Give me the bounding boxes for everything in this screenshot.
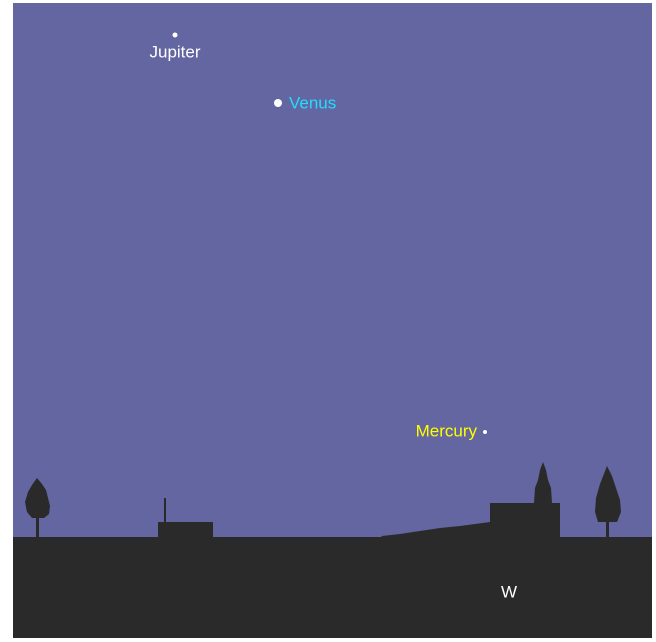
direction-label: W — [501, 582, 517, 601]
page: Jupiter Venus Mercury W (() => { const d… — [0, 0, 656, 642]
building — [158, 522, 213, 538]
church — [490, 503, 560, 538]
planet-label: Jupiter — [149, 42, 200, 61]
sky-view: Jupiter Venus Mercury W — [0, 0, 656, 642]
jupiter-dot — [173, 33, 178, 38]
planet-label: Mercury — [416, 421, 478, 440]
mercury-dot — [483, 430, 487, 434]
planet-label: Venus — [289, 93, 336, 112]
antenna — [164, 498, 166, 523]
ground — [13, 537, 652, 638]
venus-dot — [274, 99, 282, 107]
